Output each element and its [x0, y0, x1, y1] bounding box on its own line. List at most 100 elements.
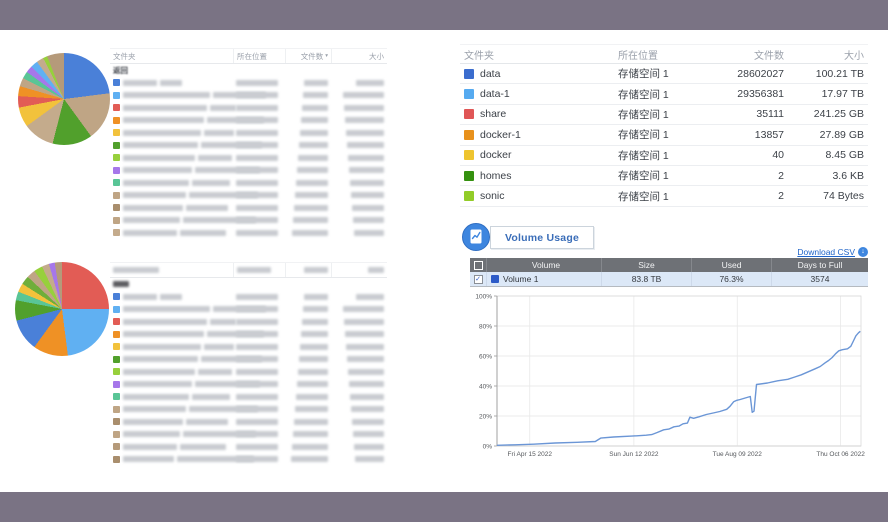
table-row[interactable]: [110, 328, 387, 341]
file-count-cell: [285, 431, 331, 438]
table-row[interactable]: [110, 378, 387, 391]
column-header[interactable]: 文件数 ▾: [285, 49, 331, 63]
redacted-text: [303, 306, 328, 313]
column-header[interactable]: [285, 263, 331, 277]
column-header[interactable]: Used: [692, 258, 772, 272]
folder-name-cell: [110, 330, 264, 338]
folder-name-cell: share: [460, 108, 618, 120]
table-row[interactable]: [110, 453, 387, 466]
redacted-text: [123, 418, 183, 425]
table-row[interactable]: docker-1 存储空间 1 13857 27.89 GB: [460, 125, 868, 146]
column-header[interactable]: 大小: [331, 49, 387, 63]
table-row[interactable]: [110, 291, 387, 304]
download-csv-link[interactable]: Download CSV: [797, 247, 855, 257]
folder-name-cell: [110, 305, 266, 313]
column-header[interactable]: 文件夹: [464, 50, 494, 62]
redacted-text: [236, 318, 278, 325]
download-icon[interactable]: ↓: [858, 247, 868, 257]
folder-name-cell: [110, 116, 264, 124]
folder-name-cell: [110, 216, 256, 224]
table-row[interactable]: homes 存储空间 1 2 3.6 KB: [460, 166, 868, 187]
table-row[interactable]: [110, 403, 387, 416]
column-header[interactable]: 文件数: [754, 50, 784, 62]
table-row[interactable]: [110, 139, 387, 152]
file-count-cell: [285, 104, 331, 111]
redacted-text: [296, 179, 328, 186]
column-header[interactable]: 所在位置: [618, 50, 658, 62]
table-row[interactable]: [110, 202, 387, 215]
redacted-text: [236, 154, 278, 161]
redacted-text: [343, 92, 384, 99]
location-cell: 存储空间 1: [618, 149, 669, 162]
back-row[interactable]: 返回: [110, 64, 387, 77]
table-row[interactable]: [110, 114, 387, 127]
redacted-text: [210, 104, 236, 111]
table-row[interactable]: [110, 89, 387, 102]
table-row[interactable]: data 存储空间 1 28602027 100.21 TB: [460, 64, 868, 85]
redacted-text: [302, 104, 328, 111]
redacted-text: [353, 217, 384, 224]
table-row[interactable]: [110, 164, 387, 177]
folder-name-cell: [110, 293, 233, 301]
back-row[interactable]: [110, 278, 387, 291]
table-row[interactable]: [110, 189, 387, 202]
file-count-cell: [285, 331, 331, 338]
table-row[interactable]: [110, 303, 387, 316]
table-row[interactable]: [110, 441, 387, 454]
table-row[interactable]: share 存储空间 1 35111 241.25 GB: [460, 105, 868, 126]
column-header[interactable]: 所在位置: [233, 49, 285, 63]
table-row[interactable]: [110, 227, 387, 240]
file-count-cell: [285, 167, 331, 174]
table-row[interactable]: [110, 316, 387, 329]
column-header[interactable]: [331, 263, 387, 277]
table-row[interactable]: sonic 存储空间 1 2 74 Bytes: [460, 186, 868, 207]
location-cell: [233, 331, 285, 338]
redacted-text: [186, 204, 228, 211]
redacted-text: [236, 381, 278, 388]
file-count-cell: [285, 406, 331, 413]
folder-name-cell: [110, 380, 260, 388]
location-cell: [233, 154, 285, 161]
folder-name-cell: [110, 430, 256, 438]
redacted-text: [303, 92, 328, 99]
table-row[interactable]: docker 存储空间 1 40 8.45 GB: [460, 146, 868, 166]
volume-row[interactable]: ✓ Volume 1 83.8 TB 76.3% 3574: [470, 272, 868, 287]
color-chip: [113, 204, 120, 212]
volume-usage-tab[interactable]: Volume Usage: [490, 226, 594, 249]
table-row[interactable]: [110, 391, 387, 404]
color-chip: [464, 109, 474, 120]
file-count-cell: [285, 356, 331, 363]
table-row[interactable]: [110, 341, 387, 354]
select-all-checkbox[interactable]: [473, 260, 483, 270]
usage-line-series: [496, 330, 861, 446]
select-all-cell[interactable]: [470, 258, 487, 272]
column-header[interactable]: 文件夹: [110, 49, 233, 63]
folder-name-cell: homes: [460, 170, 618, 182]
row-checkbox-cell[interactable]: ✓: [470, 272, 487, 286]
table-row[interactable]: [110, 214, 387, 227]
folder-name-cell: docker: [460, 149, 618, 161]
table-row[interactable]: [110, 102, 387, 115]
column-header[interactable]: Size: [602, 258, 692, 272]
location-cell: [233, 381, 285, 388]
table-row[interactable]: [110, 127, 387, 140]
table-row[interactable]: data-1 存储空间 1 29356381 17.97 TB: [460, 84, 868, 105]
redacted-text: [294, 204, 328, 211]
table-row[interactable]: [110, 428, 387, 441]
column-header[interactable]: Volume: [487, 258, 602, 272]
redacted-text: [301, 117, 328, 124]
table-row[interactable]: [110, 416, 387, 429]
table-row[interactable]: [110, 152, 387, 165]
redacted-text: [344, 318, 384, 325]
redacted-text: [123, 129, 201, 136]
table-row[interactable]: [110, 177, 387, 190]
column-header[interactable]: 大小: [844, 50, 864, 62]
column-header[interactable]: [233, 263, 285, 277]
column-header[interactable]: Days to Full: [797, 260, 843, 270]
table-row[interactable]: [110, 353, 387, 366]
table-row[interactable]: [110, 77, 387, 90]
row-checkbox[interactable]: ✓: [473, 274, 483, 284]
column-header[interactable]: [110, 263, 233, 277]
table-row[interactable]: [110, 366, 387, 379]
